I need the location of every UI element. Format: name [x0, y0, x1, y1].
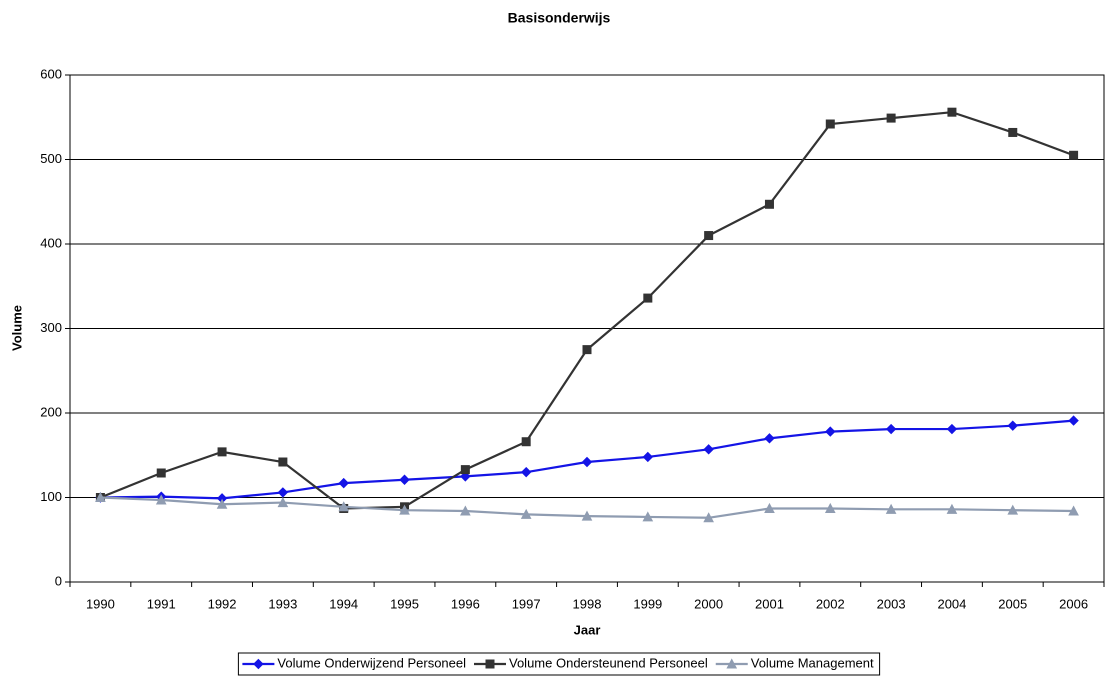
x-tick-label: 2004 [937, 596, 966, 611]
marker [277, 497, 289, 508]
x-tick-label: 2000 [694, 596, 723, 611]
marker [338, 477, 349, 489]
x-tick-label: 1993 [268, 596, 297, 611]
y-axis-title: Volume [9, 305, 24, 351]
legend-box [237, 652, 881, 676]
legend-label: Volume Ondersteunend Personeel [509, 655, 708, 670]
marker [1069, 150, 1079, 160]
marker [704, 231, 714, 241]
y-tick-label: 200 [40, 404, 62, 419]
marker [642, 451, 654, 463]
marker [764, 433, 775, 444]
marker [1007, 420, 1018, 431]
x-tick-label: 2001 [755, 596, 784, 611]
marker [764, 199, 774, 209]
marker [825, 119, 835, 129]
marker [338, 501, 350, 512]
marker [1008, 127, 1018, 137]
marker [95, 491, 106, 502]
marker [460, 505, 471, 516]
marker [1007, 504, 1019, 515]
y-tick-label: 0 [55, 573, 62, 588]
marker [886, 113, 896, 123]
marker [460, 465, 470, 475]
marker [825, 426, 836, 437]
x-tick-label: 1996 [451, 596, 480, 611]
marker [1068, 415, 1079, 426]
marker [1068, 505, 1079, 516]
marker [521, 437, 531, 447]
x-tick-label: 2003 [877, 596, 906, 611]
marker [947, 107, 957, 117]
marker [885, 423, 897, 435]
marker [946, 503, 958, 514]
marker [726, 658, 738, 669]
marker [278, 457, 288, 467]
marker [399, 474, 410, 485]
chart-title: Basisonderwijs [508, 10, 611, 26]
y-tick-label: 100 [40, 489, 62, 504]
marker [520, 508, 532, 519]
marker [643, 293, 653, 303]
marker [155, 494, 167, 505]
y-tick-label: 600 [40, 66, 62, 81]
x-tick-label: 1994 [329, 596, 358, 611]
x-axis-title: Jaar [574, 622, 601, 637]
marker [581, 456, 593, 468]
marker [703, 512, 714, 523]
marker [946, 423, 958, 435]
legend-label: Volume Onderwijzend Personeel [277, 655, 466, 670]
marker [703, 444, 714, 455]
x-tick-label: 1990 [86, 596, 115, 611]
plot-border [69, 74, 1105, 583]
x-tick-label: 1997 [512, 596, 541, 611]
marker [216, 498, 228, 509]
x-tick-label: 1999 [633, 596, 662, 611]
y-tick-label: 400 [40, 235, 62, 250]
marker [582, 345, 592, 355]
marker [642, 511, 654, 522]
marker [460, 471, 471, 482]
marker [253, 658, 264, 670]
legend: Volume Onderwijzend Personeel Volume Onde… [237, 652, 881, 676]
marker [885, 503, 897, 514]
y-tick-label: 500 [40, 151, 62, 166]
x-tick-label: 2006 [1059, 596, 1088, 611]
marker [156, 468, 166, 478]
y-tick-label: 300 [40, 320, 62, 335]
marker [399, 504, 410, 515]
marker [277, 487, 289, 498]
x-tick-label: 1995 [390, 596, 419, 611]
x-tick-label: 1998 [573, 596, 602, 611]
marker [217, 447, 227, 457]
x-tick-label: 1991 [147, 596, 176, 611]
x-tick-label: 2005 [998, 596, 1027, 611]
marker [520, 466, 532, 478]
marker [824, 502, 836, 513]
x-tick-label: 2002 [816, 596, 845, 611]
x-tick-label: 1992 [208, 596, 237, 611]
marker [581, 510, 593, 521]
marker [764, 502, 775, 513]
legend-label: Volume Management [751, 655, 874, 670]
marker [485, 659, 495, 669]
